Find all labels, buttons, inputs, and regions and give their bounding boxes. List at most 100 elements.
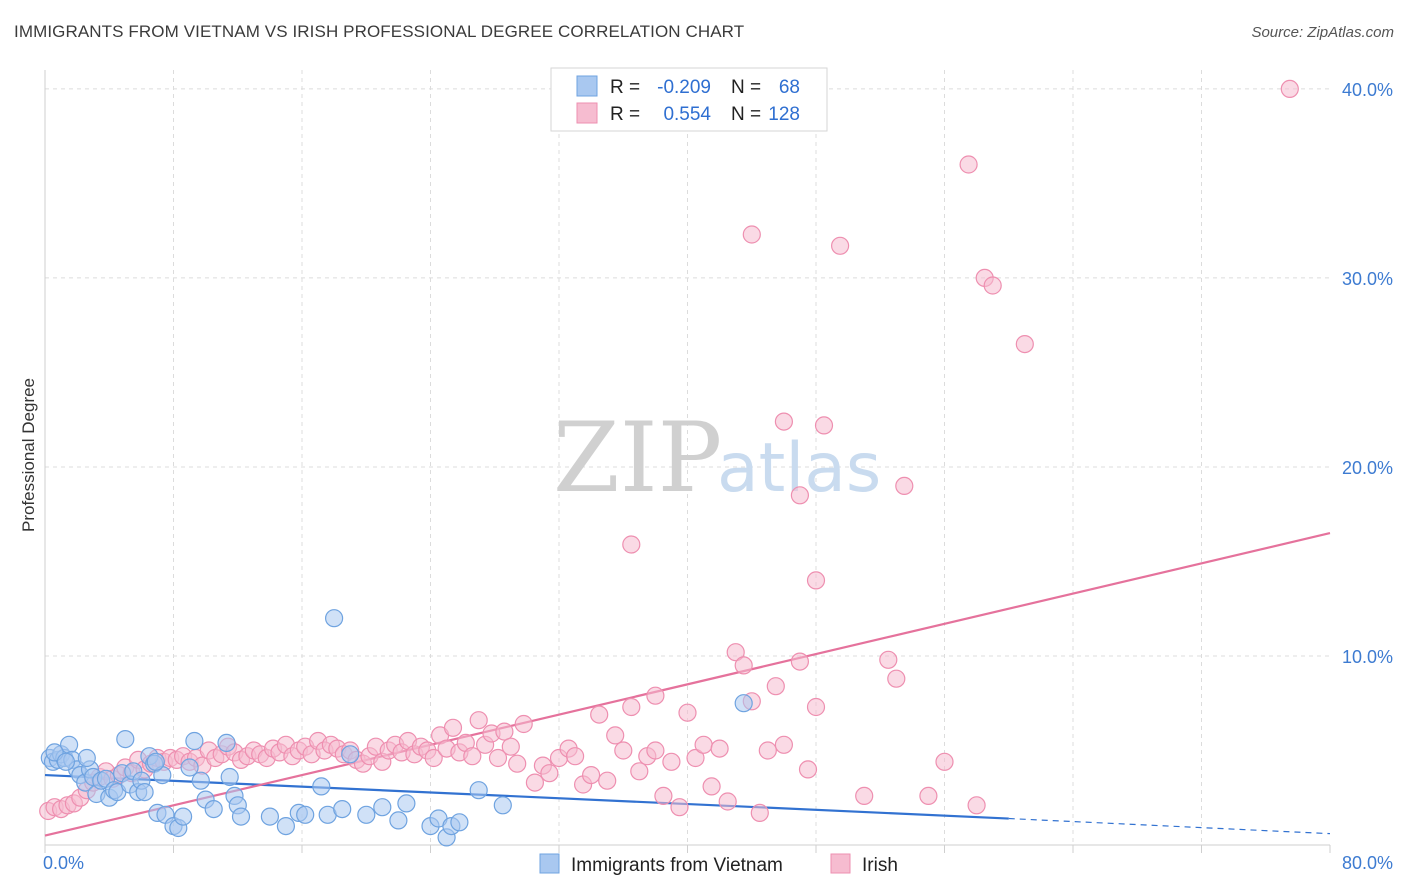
legend-n-value: 68 — [779, 77, 800, 98]
point-irish — [718, 792, 737, 811]
y-axis-label: Professional Degree — [19, 378, 38, 532]
source-label: Source: ZipAtlas.com — [1251, 24, 1394, 41]
point-vietnam — [450, 813, 469, 832]
stats-legend: R = -0.209 N = 68 R = 0.554 N = 128 — [550, 67, 828, 132]
point-vietnam — [312, 777, 331, 796]
point-irish — [590, 705, 609, 724]
point-irish — [758, 741, 777, 760]
y-tick-label: 30.0% — [1342, 269, 1393, 289]
point-irish — [774, 412, 794, 431]
x-tick-label: 0.0% — [43, 853, 84, 873]
data-points — [39, 79, 1299, 847]
point-vietnam — [174, 807, 193, 826]
point-irish — [670, 798, 689, 817]
point-irish — [598, 771, 617, 790]
point-irish — [678, 703, 697, 722]
point-irish — [879, 650, 898, 669]
point-irish — [686, 748, 705, 768]
legend-r-label: R = — [610, 77, 640, 98]
point-irish — [814, 416, 834, 435]
point-vietnam — [389, 811, 408, 830]
point-vietnam — [341, 745, 360, 764]
point-irish — [1280, 79, 1299, 99]
point-vietnam — [204, 799, 223, 819]
point-vietnam — [231, 807, 251, 826]
y-tick-labels: 10.0% 20.0% 30.0% 40.0% — [1342, 80, 1393, 667]
point-irish — [614, 741, 633, 760]
legend-n-label: N = — [731, 104, 761, 125]
point-vietnam — [185, 731, 204, 751]
point-irish — [501, 737, 520, 756]
point-irish — [606, 726, 625, 745]
point-irish — [463, 747, 482, 766]
point-vietnam — [135, 782, 154, 802]
point-irish — [967, 796, 986, 815]
point-irish — [726, 643, 745, 662]
point-vietnam — [217, 733, 236, 753]
x-tick-label: 80.0% — [1342, 853, 1393, 873]
point-irish — [488, 748, 508, 768]
legend-r-value: 0.554 — [663, 104, 711, 125]
point-irish — [919, 786, 938, 806]
point-irish — [630, 762, 649, 781]
point-vietnam — [116, 729, 135, 749]
point-irish — [469, 711, 488, 730]
point-irish — [806, 697, 826, 717]
point-vietnam — [77, 748, 96, 768]
point-vietnam — [333, 799, 352, 819]
point-irish — [742, 225, 761, 244]
point-irish — [646, 741, 665, 760]
point-irish — [983, 276, 1002, 295]
bottom-legend-swatch-irish — [830, 853, 851, 874]
legend-n-label: N = — [731, 77, 761, 98]
point-vietnam — [397, 794, 416, 813]
point-irish — [959, 155, 978, 174]
series-legend: Immigrants from Vietnam Irish — [539, 853, 898, 876]
point-vietnam — [146, 752, 165, 771]
point-irish — [514, 714, 533, 734]
point-irish — [622, 697, 641, 717]
point-irish — [581, 765, 601, 785]
point-vietnam — [469, 781, 488, 800]
point-vietnam — [180, 758, 199, 777]
chart-title: IMMIGRANTS FROM VIETNAM VS IRISH PROFESS… — [14, 22, 745, 41]
trend-line-irish — [44, 532, 1331, 837]
point-vietnam — [357, 805, 376, 824]
point-irish — [424, 748, 443, 768]
point-irish — [766, 677, 785, 696]
point-irish — [935, 752, 954, 771]
point-irish — [798, 760, 818, 779]
point-vietnam — [734, 694, 753, 713]
y-tick-label: 10.0% — [1342, 647, 1393, 667]
point-irish — [662, 752, 681, 771]
point-vietnam — [220, 767, 239, 787]
watermark-zip: ZIP — [553, 402, 722, 514]
point-irish — [540, 764, 559, 783]
bottom-legend-label-vietnam: Immigrants from Vietnam — [571, 855, 783, 876]
point-irish — [806, 571, 826, 590]
trend-line-vietnam-extension — [1008, 817, 1331, 835]
x-tick-labels: 0.0% 80.0% — [43, 853, 1393, 873]
point-irish — [830, 236, 850, 255]
point-vietnam — [191, 771, 210, 790]
legend-swatch-irish — [576, 102, 598, 124]
point-irish — [508, 754, 527, 773]
point-vietnam — [296, 805, 315, 824]
point-irish — [702, 777, 721, 796]
point-irish — [1015, 335, 1034, 354]
point-irish — [495, 722, 514, 741]
point-irish — [734, 656, 753, 675]
point-irish — [525, 773, 545, 792]
point-irish — [443, 718, 463, 737]
y-tick-label: 20.0% — [1342, 458, 1393, 478]
point-irish — [710, 739, 729, 758]
legend-swatch-vietnam — [576, 75, 598, 97]
point-vietnam — [493, 796, 512, 815]
point-vietnam — [373, 798, 392, 817]
point-irish — [774, 735, 794, 754]
point-irish — [565, 747, 585, 766]
point-irish — [622, 535, 641, 554]
point-irish — [790, 652, 810, 671]
point-vietnam — [56, 752, 76, 771]
